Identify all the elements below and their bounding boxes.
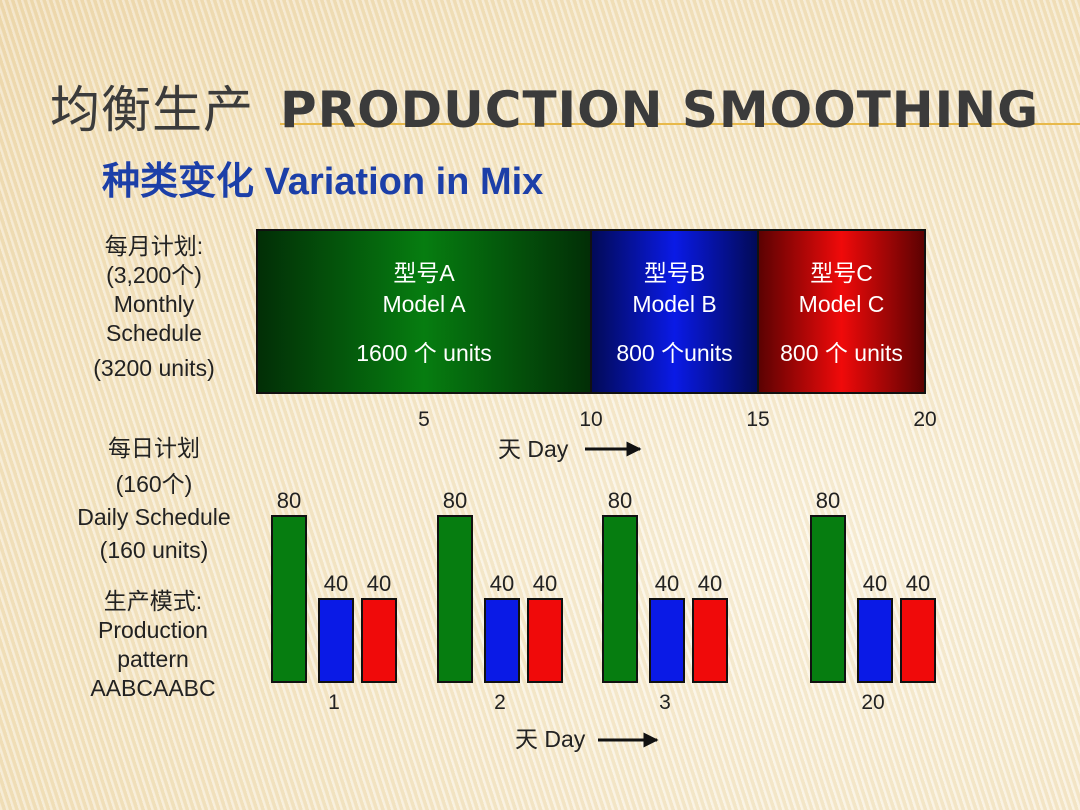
monthly-label-line: (3200 units) — [93, 355, 215, 381]
day-category-label: 3 — [659, 691, 671, 714]
segment-units-label: 800 个 units — [780, 340, 903, 366]
monthly-label-line: Monthly — [113, 291, 195, 317]
x-tick-label: 20 — [913, 408, 936, 431]
bar-value-label: 80 — [608, 488, 632, 513]
pattern-label-line: Production — [98, 617, 208, 643]
x-tick-label: 5 — [418, 408, 430, 431]
day-category-label: 2 — [494, 691, 506, 714]
bar-value-label: 80 — [443, 488, 467, 513]
bar-value-label: 40 — [698, 571, 722, 596]
title-cn: 均衡生产 — [50, 81, 254, 139]
segment-name-cn: 型号B — [644, 260, 705, 286]
pattern-label-line: AABCAABC — [90, 675, 216, 701]
daily-bar — [602, 515, 638, 683]
segment-name-cn: 型号C — [810, 260, 873, 286]
segment-units-label: 800 个units — [616, 340, 732, 366]
bar-value-label: 40 — [490, 571, 514, 596]
x-axis-label: 天 Day — [515, 726, 586, 752]
daily-bar — [318, 598, 354, 683]
title-en: PRODUCTION SMOOTHING — [280, 81, 1040, 139]
bar-value-label: 40 — [655, 571, 679, 596]
daily-bar — [857, 598, 893, 683]
monthly-bar-segment — [757, 229, 926, 394]
pattern-label-line: pattern — [117, 646, 189, 672]
daily-label-line: (160个) — [115, 471, 193, 497]
daily-bar — [437, 515, 473, 683]
pattern-label-line: 生产模式: — [103, 588, 203, 614]
bar-value-label: 40 — [367, 571, 391, 596]
daily-bar — [810, 515, 846, 683]
monthly-bar-segment — [256, 229, 592, 394]
daily-label-line: 每日计划 — [108, 435, 200, 461]
daily-bar — [900, 598, 936, 683]
segment-name-en: Model C — [799, 291, 885, 317]
daily-bar — [271, 515, 307, 683]
slide-subtitle: 种类变化 Variation in Mix — [102, 161, 544, 203]
monthly-label-line: Schedule — [106, 320, 202, 346]
bar-value-label: 80 — [816, 488, 840, 513]
daily-label-line: Daily Schedule — [77, 504, 231, 530]
segment-name-en: Model B — [632, 291, 716, 317]
monthly-label-line: (3,200个) — [106, 262, 202, 288]
title-underline — [280, 123, 1080, 125]
day-category-label: 1 — [328, 691, 340, 714]
daily-bar — [361, 598, 397, 683]
daily-bar — [484, 598, 520, 683]
day-category-label: 20 — [861, 691, 884, 714]
bar-value-label: 40 — [324, 571, 348, 596]
daily-bar — [692, 598, 728, 683]
production-pattern-label: 生产模式: Production pattern AABCAABC — [72, 587, 234, 703]
x-tick-label: 10 — [579, 408, 602, 431]
bar-value-label: 40 — [906, 571, 930, 596]
daily-schedule-label: 每日计划 (160个) Daily Schedule (160 units) — [68, 432, 240, 567]
bar-value-label: 40 — [533, 571, 557, 596]
segment-units-label: 1600 个 units — [356, 340, 492, 366]
daily-label-line: (160 units) — [99, 537, 209, 563]
monthly-label-line: 每月计划: — [104, 233, 204, 259]
segment-name-cn: 型号A — [393, 260, 455, 286]
x-tick-label: 15 — [746, 408, 769, 431]
monthly-schedule-label: 每月计划: (3,200个) Monthly Schedule (3200 un… — [88, 232, 220, 383]
slide-title: 均衡生产 PRODUCTION SMOOTHING — [50, 70, 1039, 142]
bar-value-label: 40 — [863, 571, 887, 596]
bar-value-label: 80 — [277, 488, 301, 513]
segment-name-en: Model A — [382, 291, 466, 317]
daily-bar — [649, 598, 685, 683]
x-axis-label: 天 Day — [498, 436, 569, 462]
daily-bar — [527, 598, 563, 683]
